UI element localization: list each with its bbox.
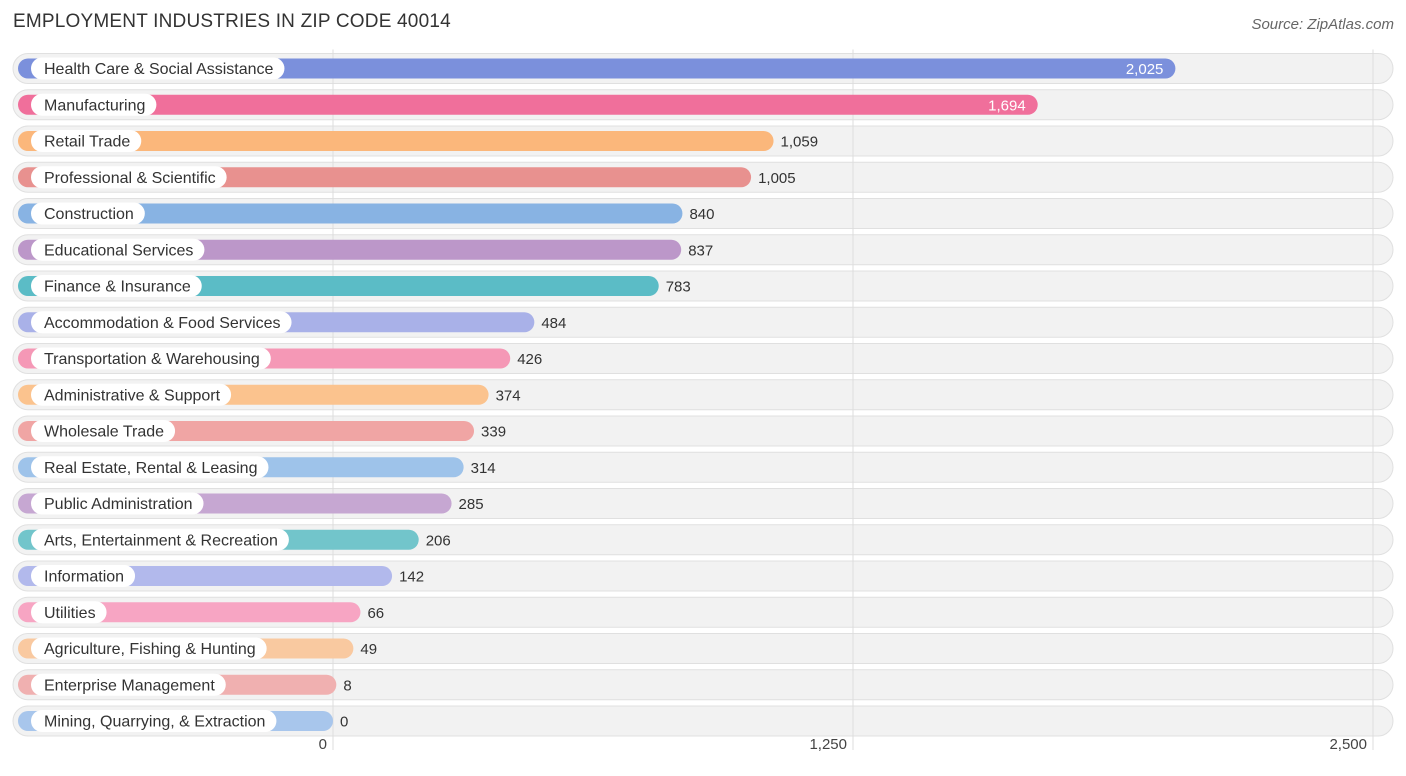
row-background (12, 633, 1394, 664)
category-label: Wholesale Trade (44, 424, 164, 441)
category-label-background (31, 383, 232, 406)
value-label: 339 (481, 424, 506, 441)
category-label: Educational Services (44, 242, 193, 259)
category-label-background (31, 93, 157, 116)
category-label-background (31, 347, 271, 370)
category-label: Health Care & Social Assistance (44, 61, 274, 78)
category-label-background (31, 710, 277, 732)
row-background (12, 596, 1394, 628)
value-label: 484 (541, 315, 566, 332)
value-label: 285 (459, 496, 484, 513)
value-label: 49 (360, 641, 377, 658)
category-label: Finance & Insurance (44, 279, 191, 296)
value-label: 1,059 (781, 134, 819, 151)
value-label: 2,025 (1126, 61, 1164, 78)
value-label: 206 (426, 532, 451, 549)
bar (18, 58, 1176, 79)
x-tick-label: 1,250 (809, 736, 847, 753)
category-label: Information (44, 569, 124, 586)
value-label: 783 (666, 279, 691, 296)
category-label-background (31, 565, 136, 587)
bar (18, 203, 683, 224)
category-label: Transportation & Warehousing (44, 351, 260, 368)
category-label: Mining, Quarrying, & Extraction (44, 714, 265, 731)
category-label-background (31, 528, 289, 551)
category-label: Professional & Scientific (44, 170, 216, 187)
category-label-background (31, 601, 107, 624)
category-label-background (31, 166, 227, 189)
value-label: 426 (517, 351, 542, 368)
category-label-background (31, 492, 204, 515)
value-label: 142 (399, 569, 424, 586)
value-label: 0 (340, 714, 348, 731)
chart-title: EMPLOYMENT INDUSTRIES IN ZIP CODE 40014 (13, 11, 451, 32)
category-label: Enterprise Management (44, 677, 215, 694)
category-label-background (31, 456, 269, 479)
category-label: Real Estate, Rental & Leasing (44, 460, 257, 477)
category-label-background (31, 420, 176, 442)
category-label-background (31, 57, 285, 80)
category-label-background (31, 673, 226, 696)
value-label: 314 (471, 460, 496, 477)
chart-source: Source: ZipAtlas.com (1251, 16, 1394, 33)
x-tick-label: 0 (319, 736, 327, 753)
category-label: Accommodation & Food Services (44, 315, 281, 332)
value-label: 1,005 (758, 170, 796, 187)
category-label-background (31, 202, 145, 225)
category-label: Agriculture, Fishing & Hunting (44, 641, 256, 658)
category-label: Administrative & Support (44, 387, 221, 404)
category-label-background (31, 275, 202, 297)
value-label: 837 (688, 242, 713, 259)
value-label: 1,694 (988, 97, 1026, 114)
category-label-background (31, 130, 142, 152)
category-label: Arts, Entertainment & Recreation (44, 532, 278, 549)
category-label-background (31, 637, 267, 660)
category-label-background (31, 311, 292, 334)
x-tick-label: 2,500 (1329, 736, 1367, 753)
category-label: Public Administration (44, 496, 193, 513)
category-label-background (31, 238, 205, 261)
row-background (12, 705, 1394, 737)
value-label: 66 (367, 605, 384, 622)
category-label: Utilities (44, 605, 96, 622)
row-background (12, 669, 1394, 701)
bar (18, 131, 774, 151)
category-label: Manufacturing (44, 97, 145, 114)
value-label: 8 (343, 677, 351, 694)
bar (18, 94, 1038, 115)
category-label: Retail Trade (44, 134, 130, 151)
value-label: 374 (496, 387, 521, 404)
category-label: Construction (44, 206, 134, 223)
value-label: 840 (689, 206, 714, 223)
